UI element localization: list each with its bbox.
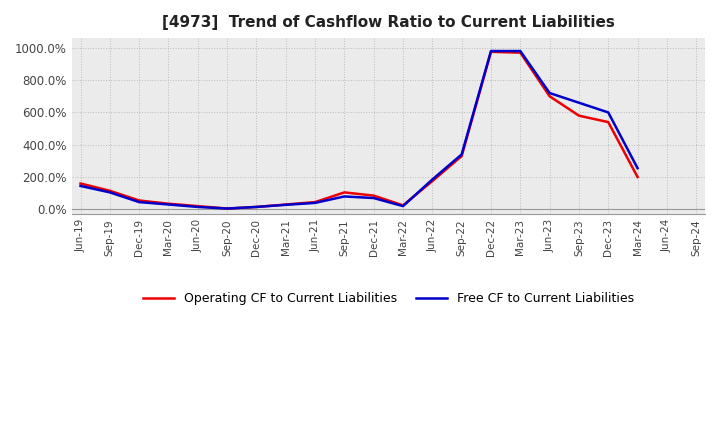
Operating CF to Current Liabilities [487, 49, 495, 55]
Free CF to Current Liabilities [76, 183, 85, 189]
Free CF to Current Liabilities [222, 206, 231, 211]
Operating CF to Current Liabilities [282, 202, 290, 207]
Operating CF to Current Liabilities [311, 199, 320, 205]
Free CF to Current Liabilities [311, 200, 320, 205]
Free CF to Current Liabilities [164, 202, 173, 207]
Free CF to Current Liabilities [545, 90, 554, 95]
Operating CF to Current Liabilities [604, 120, 613, 125]
Free CF to Current Liabilities [135, 199, 143, 205]
Operating CF to Current Liabilities [164, 201, 173, 206]
Operating CF to Current Liabilities [369, 193, 378, 198]
Line: Operating CF to Current Liabilities: Operating CF to Current Liabilities [81, 52, 638, 209]
Operating CF to Current Liabilities [575, 113, 583, 118]
Operating CF to Current Liabilities [545, 94, 554, 99]
Operating CF to Current Liabilities [457, 154, 466, 159]
Free CF to Current Liabilities [575, 100, 583, 105]
Free CF to Current Liabilities [516, 48, 525, 54]
Free CF to Current Liabilities [194, 204, 202, 209]
Operating CF to Current Liabilities [634, 174, 642, 180]
Free CF to Current Liabilities [369, 195, 378, 201]
Operating CF to Current Liabilities [428, 179, 436, 184]
Free CF to Current Liabilities [487, 48, 495, 54]
Free CF to Current Liabilities [457, 152, 466, 157]
Operating CF to Current Liabilities [252, 204, 261, 209]
Operating CF to Current Liabilities [340, 190, 348, 195]
Operating CF to Current Liabilities [516, 50, 525, 55]
Legend: Operating CF to Current Liabilities, Free CF to Current Liabilities: Operating CF to Current Liabilities, Fre… [138, 287, 639, 310]
Line: Free CF to Current Liabilities: Free CF to Current Liabilities [81, 51, 638, 209]
Operating CF to Current Liabilities [194, 203, 202, 209]
Free CF to Current Liabilities [634, 165, 642, 171]
Operating CF to Current Liabilities [106, 188, 114, 194]
Operating CF to Current Liabilities [76, 181, 85, 186]
Free CF to Current Liabilities [282, 202, 290, 208]
Operating CF to Current Liabilities [399, 203, 408, 208]
Free CF to Current Liabilities [252, 204, 261, 209]
Free CF to Current Liabilities [340, 194, 348, 199]
Free CF to Current Liabilities [399, 203, 408, 209]
Free CF to Current Liabilities [106, 190, 114, 195]
Free CF to Current Liabilities [428, 177, 436, 182]
Title: [4973]  Trend of Cashflow Ratio to Current Liabilities: [4973] Trend of Cashflow Ratio to Curren… [162, 15, 615, 30]
Free CF to Current Liabilities [604, 110, 613, 115]
Operating CF to Current Liabilities [135, 198, 143, 203]
Operating CF to Current Liabilities [222, 206, 231, 211]
